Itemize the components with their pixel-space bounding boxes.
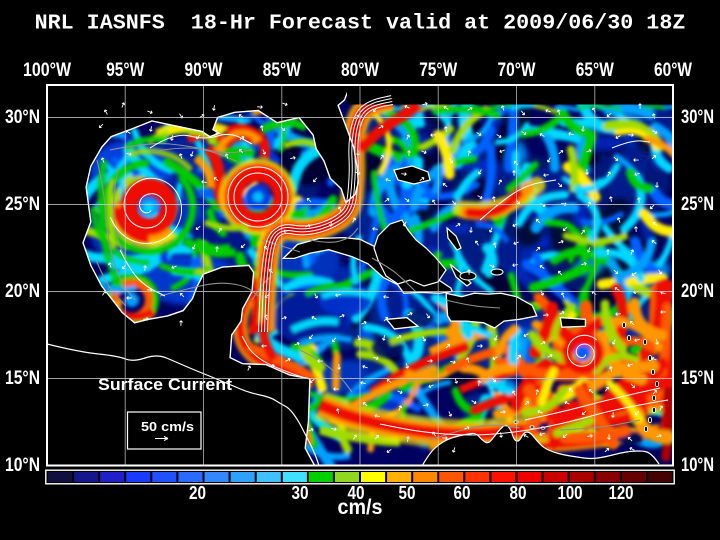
svg-text:10°N: 10°N: [5, 455, 40, 476]
svg-text:50: 50: [399, 482, 416, 503]
svg-text:20°N: 20°N: [681, 281, 714, 302]
svg-text:20: 20: [189, 482, 206, 503]
svg-text:25°N: 25°N: [681, 194, 714, 215]
svg-text:15°N: 15°N: [681, 368, 714, 389]
svg-text:70°W: 70°W: [498, 60, 536, 81]
svg-text:10°N: 10°N: [681, 455, 714, 476]
svg-text:75°W: 75°W: [419, 60, 457, 81]
svg-text:30: 30: [292, 482, 309, 503]
svg-text:NRL IASNFS 18-Hr Forecast val: NRL IASNFS 18-Hr Forecast valid at 2009/…: [35, 11, 686, 36]
svg-text:65°W: 65°W: [576, 60, 614, 81]
svg-text:30°N: 30°N: [5, 107, 40, 128]
svg-text:30°N: 30°N: [681, 107, 714, 128]
svg-text:85°W: 85°W: [263, 60, 301, 81]
svg-text:90°W: 90°W: [185, 60, 223, 81]
svg-text:50 cm/s: 50 cm/s: [141, 419, 194, 434]
svg-text:cm/s: cm/s: [338, 496, 383, 519]
svg-text:80: 80: [510, 482, 527, 503]
svg-text:Surface Current: Surface Current: [98, 375, 232, 394]
svg-text:60°W: 60°W: [654, 60, 692, 81]
svg-text:100°W: 100°W: [23, 60, 71, 81]
svg-text:100: 100: [558, 482, 583, 503]
svg-text:95°W: 95°W: [106, 60, 144, 81]
svg-text:20°N: 20°N: [5, 281, 40, 302]
svg-text:80°W: 80°W: [341, 60, 379, 81]
svg-text:25°N: 25°N: [5, 194, 40, 215]
svg-text:60: 60: [454, 482, 471, 503]
svg-text:120: 120: [609, 482, 634, 503]
svg-text:40: 40: [348, 482, 365, 503]
svg-text:15°N: 15°N: [5, 368, 40, 389]
